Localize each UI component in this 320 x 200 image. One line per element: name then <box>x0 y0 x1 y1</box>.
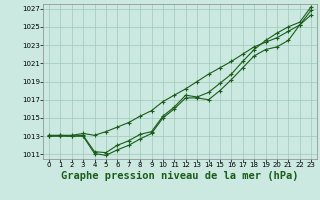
X-axis label: Graphe pression niveau de la mer (hPa): Graphe pression niveau de la mer (hPa) <box>61 171 299 181</box>
